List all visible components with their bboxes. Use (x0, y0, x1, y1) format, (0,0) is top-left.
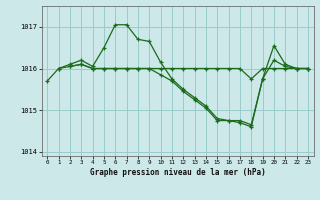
X-axis label: Graphe pression niveau de la mer (hPa): Graphe pression niveau de la mer (hPa) (90, 168, 266, 177)
